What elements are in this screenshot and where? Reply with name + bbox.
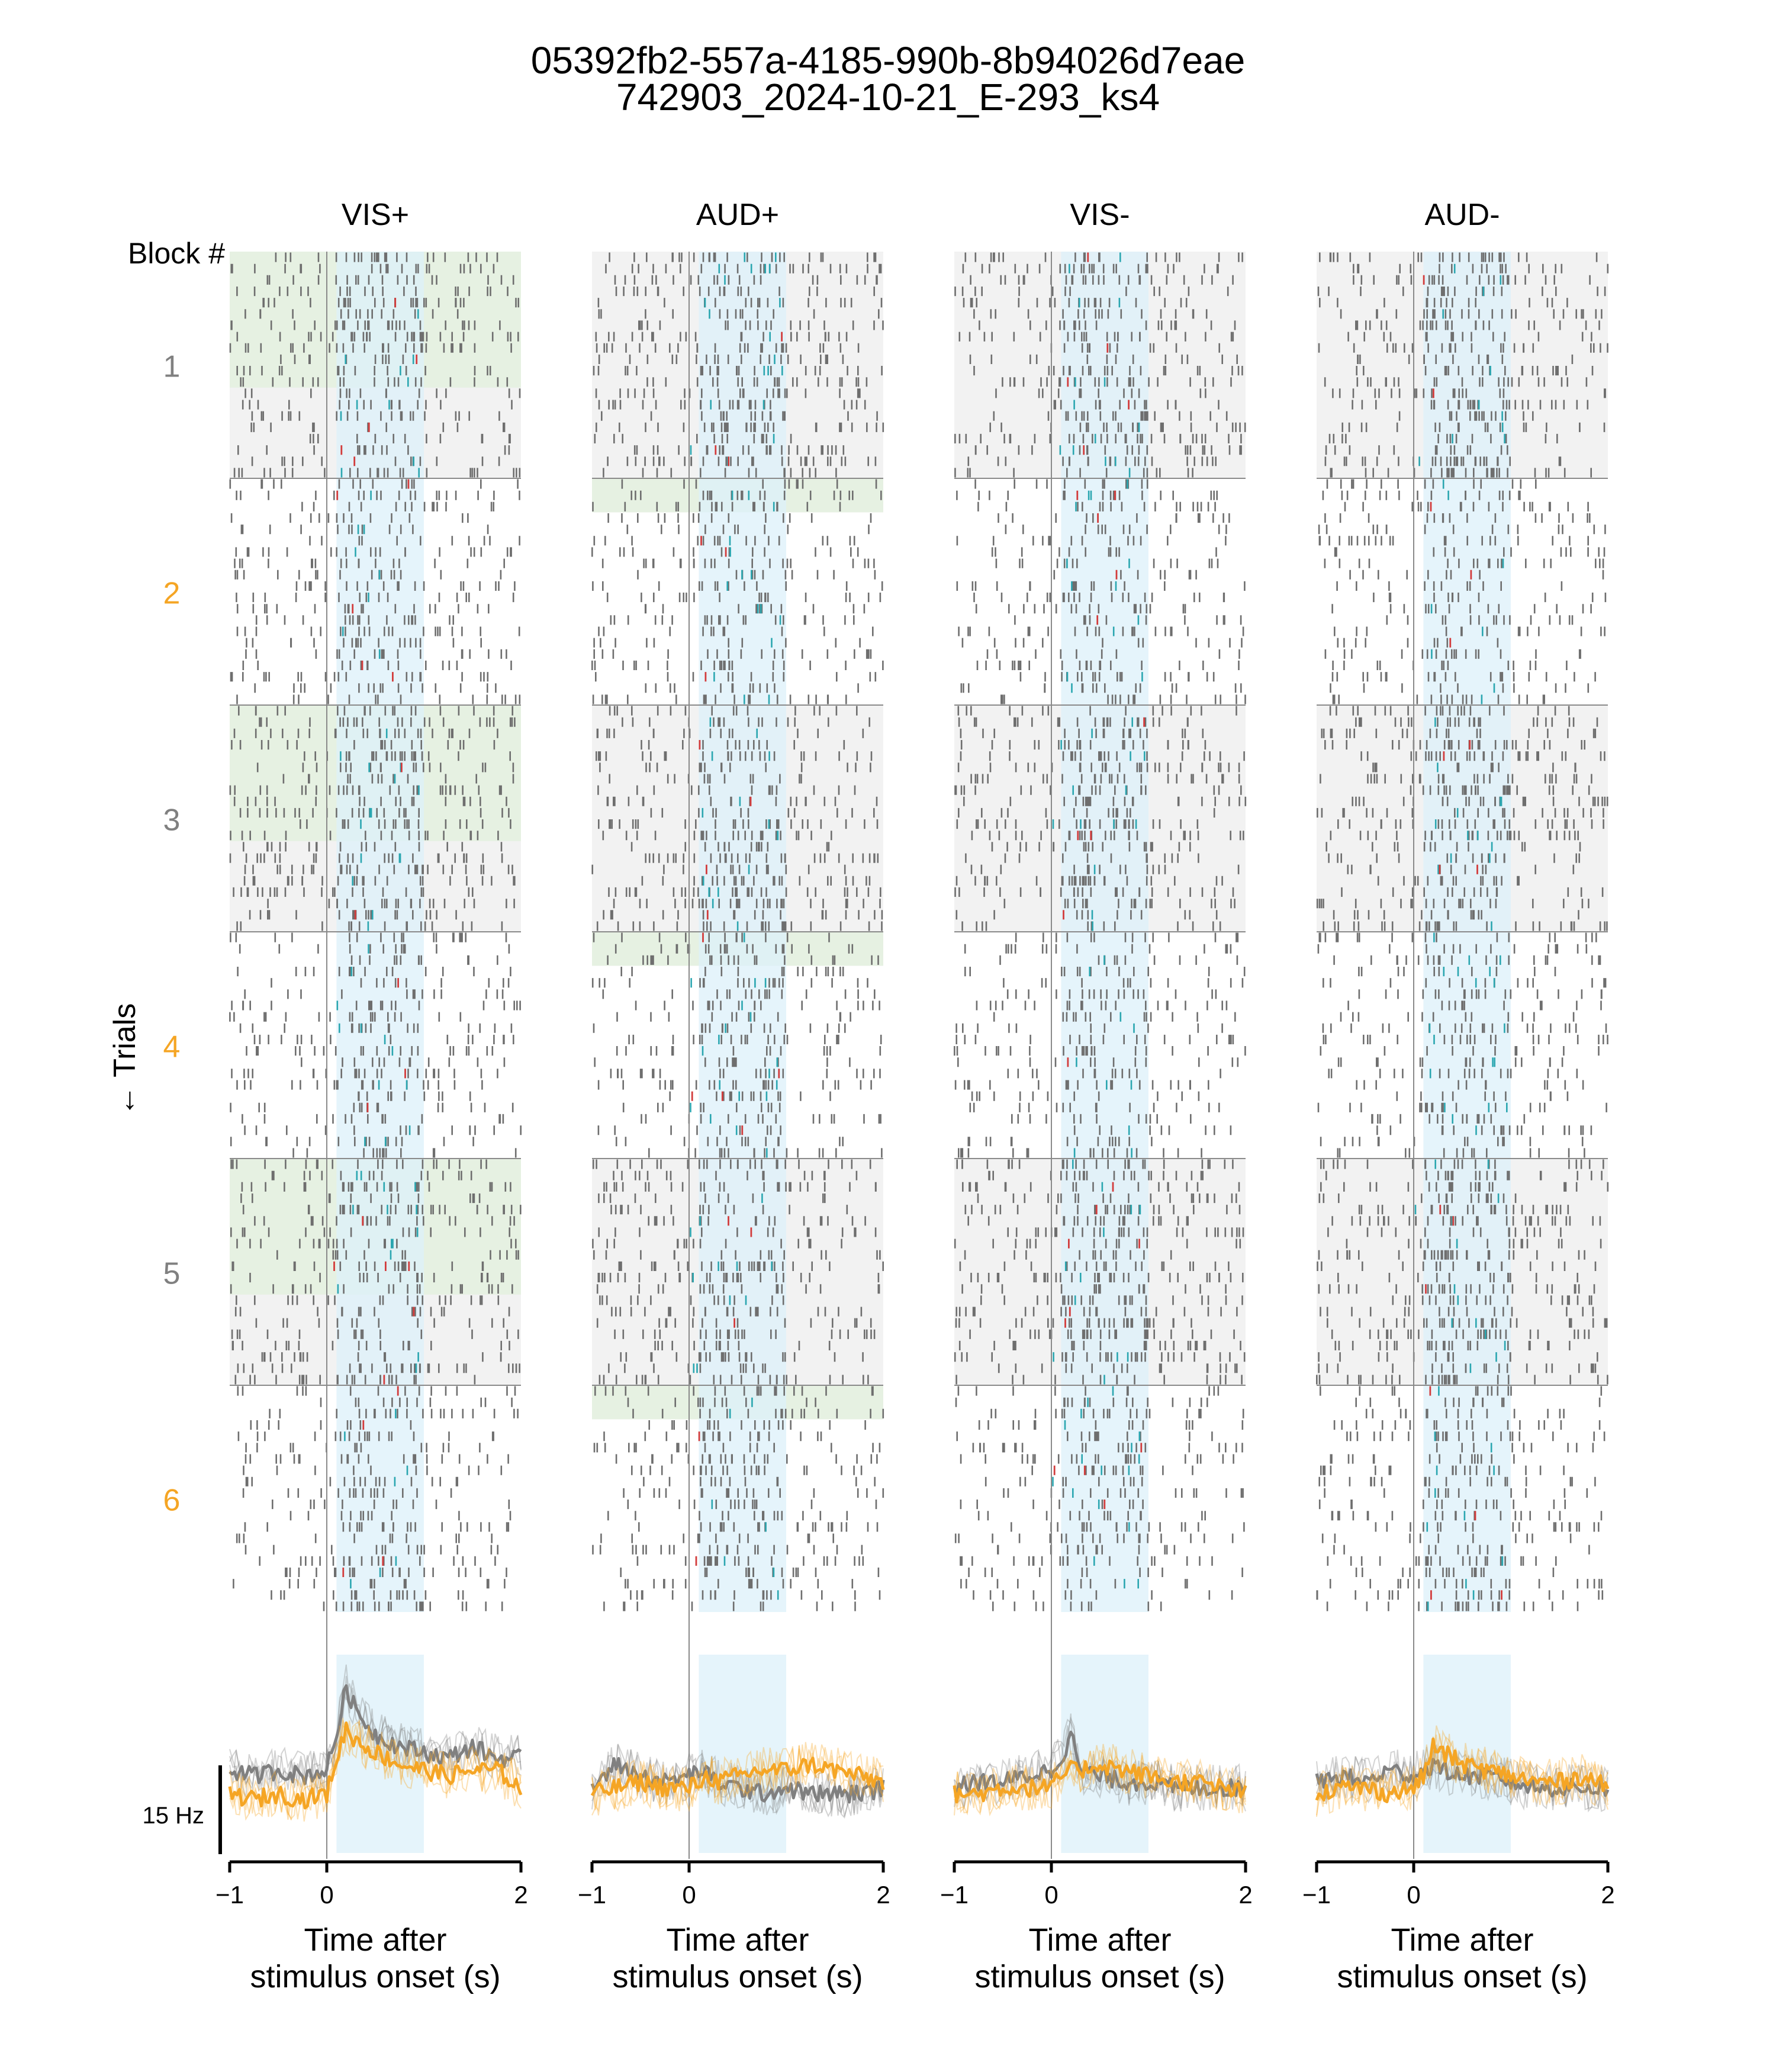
psth-trace-faint [954, 1716, 1246, 1811]
psth-trace-faint [954, 1743, 1246, 1816]
psth-trace-faint [591, 1751, 884, 1817]
x-tick-label: −1 [578, 1881, 606, 1909]
spike-ticks-response [691, 332, 783, 1566]
x-axis-label: Time after [304, 1922, 446, 1958]
figure-title-line2: 742903_2024-10-21_E-293_ks4 [616, 76, 1160, 118]
spike-ticks-response [1423, 275, 1502, 1600]
block-label-5: 5 [163, 1257, 181, 1291]
x-tick-label: −1 [1302, 1881, 1331, 1909]
panel-title: VIS+ [342, 198, 409, 232]
trials-axis-label: ← Trials [108, 1003, 142, 1117]
x-axis-label: Time after [1391, 1922, 1533, 1958]
psth-trace-mean [590, 1756, 885, 1797]
spike-ticks-lick [1414, 263, 1508, 1611]
psth-trace-mean [229, 1684, 522, 1785]
spike-ticks [1316, 252, 1609, 1611]
x-tick-label: 0 [1044, 1881, 1058, 1909]
x-axis-label: Time after [1028, 1922, 1171, 1958]
stim-window-psth [1423, 1655, 1511, 1853]
block-label-3: 3 [163, 803, 181, 838]
x-axis-label: Time after [666, 1922, 809, 1958]
spike-ticks [954, 252, 1247, 1611]
x-axis-label: stimulus onset (s) [974, 1959, 1225, 1994]
x-axis-label: stimulus onset (s) [612, 1959, 863, 1994]
x-tick-label: 2 [514, 1881, 527, 1909]
psth-trace-mean [228, 1721, 523, 1810]
x-tick-label: 0 [682, 1881, 696, 1909]
block-label-6: 6 [163, 1484, 181, 1518]
panel-title: AUD+ [696, 198, 779, 232]
spike-ticks-lick [336, 309, 420, 1589]
psth-trace-mean [1315, 1758, 1610, 1798]
block-label-2: 2 [163, 577, 181, 611]
psth-trace-mean [953, 1759, 1247, 1804]
spike-ticks-response [333, 298, 418, 1577]
psth-trace-faint [954, 1713, 1246, 1811]
x-tick-label: 0 [1407, 1881, 1420, 1909]
x-axis-label: stimulus onset (s) [1337, 1959, 1587, 1994]
scale-bar-label: 15 Hz [143, 1803, 205, 1829]
x-tick-label: −1 [215, 1881, 244, 1909]
x-tick-label: 2 [876, 1881, 890, 1909]
spike-ticks [229, 252, 522, 1611]
stim-window-psth [699, 1655, 786, 1853]
x-tick-label: 2 [1238, 1881, 1252, 1909]
x-axis-label: stimulus onset (s) [250, 1959, 500, 1994]
psth-trace-faint [954, 1743, 1246, 1814]
psth-trace-faint [1316, 1725, 1608, 1810]
block-label-1: 1 [163, 350, 181, 384]
psth-trace-faint [954, 1725, 1246, 1812]
psth-trace-faint [1316, 1743, 1608, 1816]
panel-title: AUD- [1424, 198, 1500, 232]
spike-ticks-response [1053, 252, 1145, 1510]
psth-trace-faint [591, 1744, 884, 1817]
x-tick-label: 2 [1601, 1881, 1614, 1909]
x-tick-label: 0 [320, 1881, 333, 1909]
psth-trace-faint [229, 1719, 522, 1816]
block-header-label: Block # [128, 237, 225, 270]
x-tick-label: −1 [940, 1881, 969, 1909]
psth-trace-faint [1316, 1741, 1608, 1809]
block-label-4: 4 [163, 1030, 181, 1064]
psth-trace-faint [954, 1745, 1246, 1817]
figure-title-line1: 05392fb2-557a-4185-990b-8b94026d7eae [530, 39, 1246, 82]
psth-trace-faint [591, 1742, 884, 1816]
panel-title: VIS- [1070, 198, 1130, 232]
spike-ticks [591, 252, 884, 1611]
psth-trace-mean [1315, 1738, 1610, 1803]
spike-ticks-lick [1052, 252, 1146, 1589]
